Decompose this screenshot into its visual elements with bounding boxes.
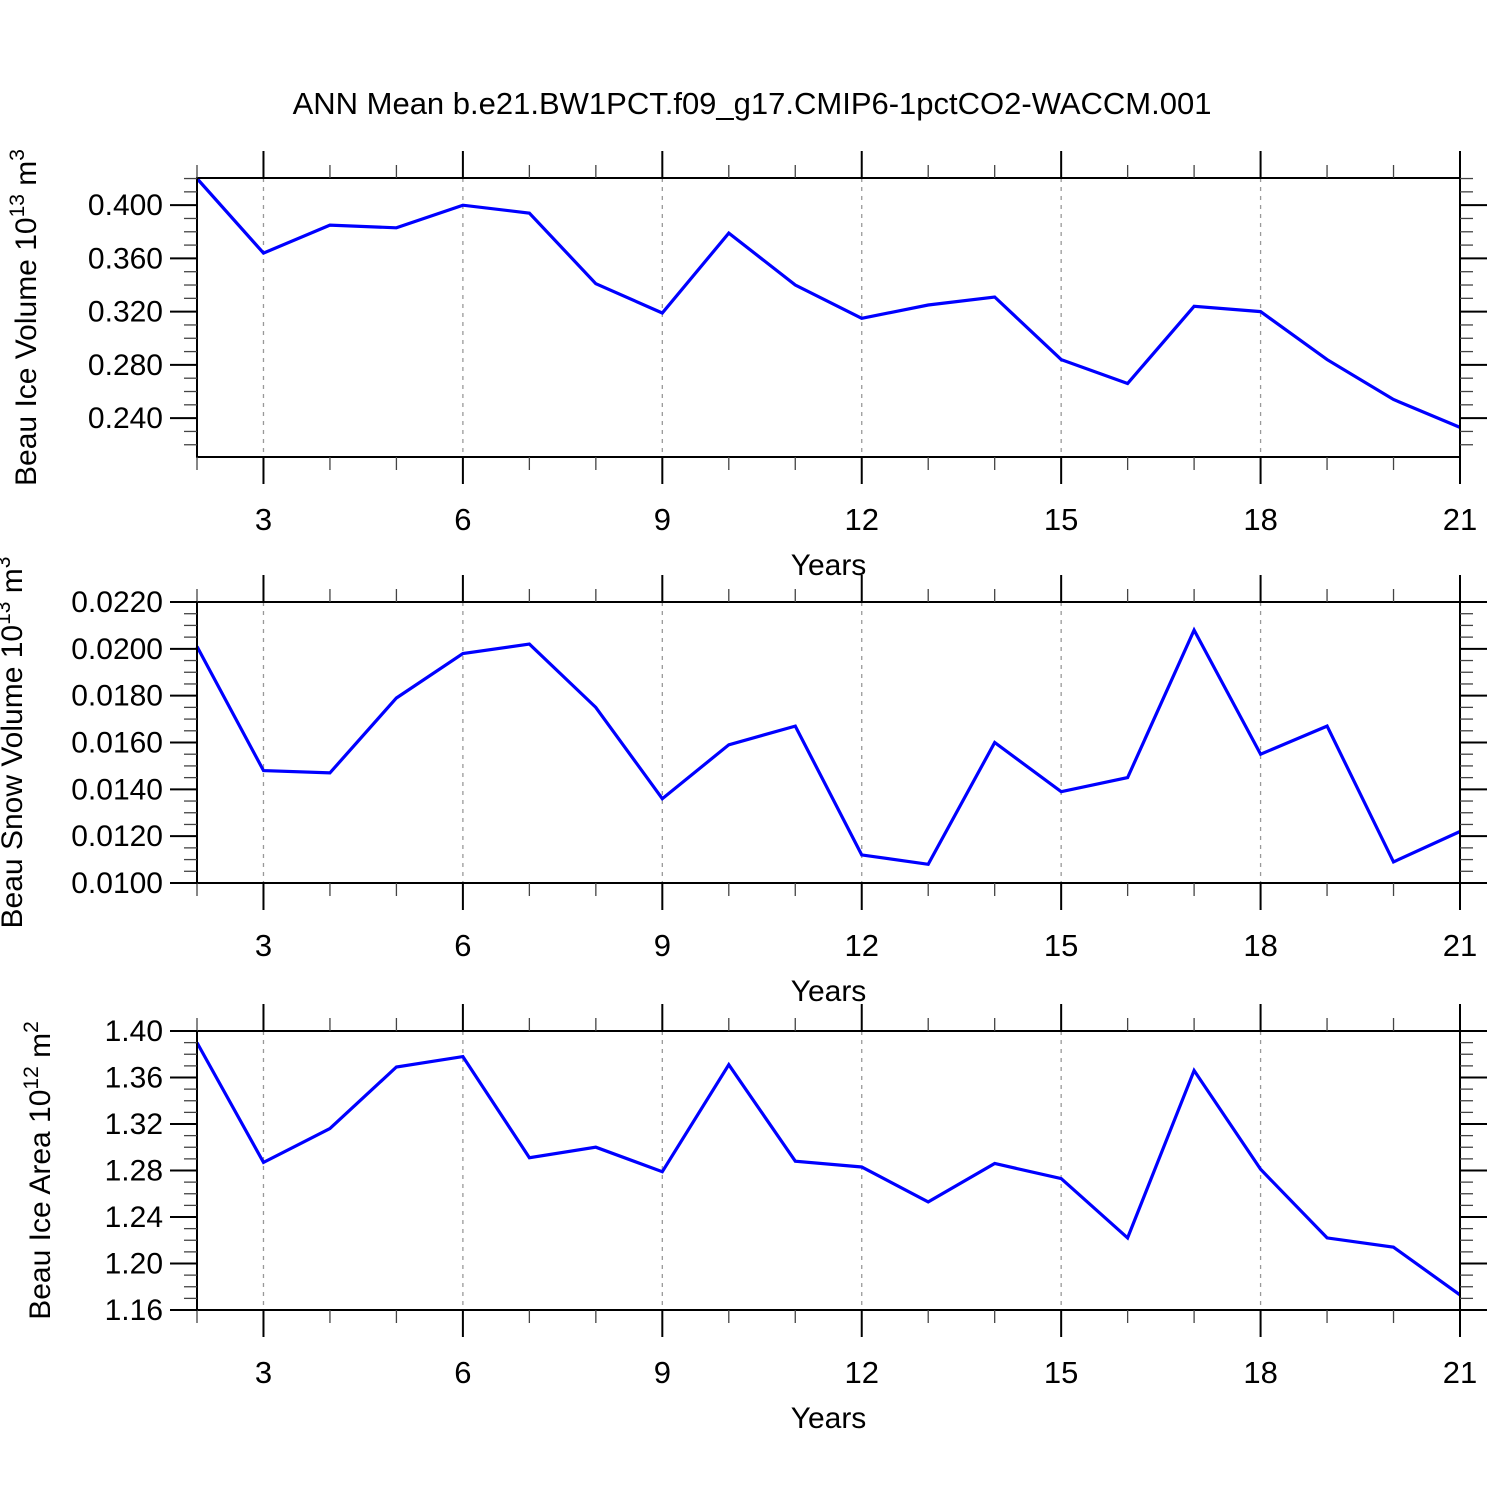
x-tick-label: 3 (255, 928, 272, 963)
x-axis-title: Years (791, 549, 867, 582)
x-tick-label: 6 (454, 928, 471, 963)
y-tick-label: 0.400 (88, 189, 163, 222)
plot-frame (196, 1030, 1461, 1311)
plot-frame (196, 601, 1461, 884)
x-tick-label: 15 (1044, 1355, 1078, 1390)
x-tick-label: 6 (454, 1355, 471, 1390)
y-axis-title: Beau Ice Volume 1013 m3 (6, 149, 43, 486)
x-tick-label: 21 (1443, 1355, 1477, 1390)
x-tick-label: 9 (654, 928, 671, 963)
y-tick-label: 0.240 (88, 402, 163, 435)
y-tick-label: 0.0140 (71, 773, 163, 806)
x-axis: 3 6 9 12 15 18 21 Years (196, 575, 1477, 1008)
y-tick-label: 1.16 (105, 1294, 163, 1327)
line-series (195, 177, 1461, 429)
x-tick-label: 3 (255, 1355, 272, 1390)
y-tick-label: 0.0180 (71, 680, 163, 713)
y-axis: 0.0100 0.0120 0.0140 0.0160 0.0180 0.0200 0.02… (0, 557, 1487, 929)
gridlines (262, 602, 1262, 883)
y-tick-label: 0.0200 (71, 633, 163, 666)
y-axis-title: Beau Snow Volume 1013 m3 (0, 557, 29, 929)
x-tick-label: 6 (454, 502, 471, 537)
x-tick-label: 18 (1243, 502, 1277, 537)
y-axis: 0.240 0.280 0.320 0.360 0.400 Beau Ice Volume… (6, 149, 1487, 486)
x-axis: 3 6 9 12 15 18 21 Years (196, 1004, 1477, 1435)
y-tick-label: 0.320 (88, 296, 163, 329)
plot-title: ANN Mean b.e21.BW1PCT.f09_g17.CMIP6-1pct… (292, 86, 1212, 121)
x-tick-label: 21 (1443, 502, 1477, 537)
line-series (195, 626, 1461, 867)
y-tick-label: 0.360 (88, 242, 163, 275)
y-tick-label: 0.0160 (71, 727, 163, 760)
y-axis: 1.16 1.20 1.24 1.28 1.32 1.36 1.40 Beau Ice Are… (20, 1015, 1487, 1327)
x-tick-label: 3 (255, 502, 272, 537)
x-tick-label: 18 (1243, 1355, 1277, 1390)
x-tick-label: 21 (1443, 928, 1477, 963)
plot-frame (196, 177, 1461, 458)
x-axis-title: Years (791, 1402, 867, 1435)
y-axis-title: Beau Ice Area 1012 m2 (20, 1021, 57, 1320)
y-tick-label: 0.280 (88, 349, 163, 382)
chart-panel-3: 3 6 9 12 15 18 21 Years 1.16 1.20 1.24 1.28 1.32 1.36… (20, 1004, 1487, 1435)
y-tick-label: 1.28 (105, 1155, 163, 1188)
gridlines (262, 1031, 1262, 1310)
x-tick-label: 9 (654, 1355, 671, 1390)
y-tick-label: 0.0220 (71, 586, 163, 619)
x-tick-label: 18 (1243, 928, 1277, 963)
chart-panel-2: 3 6 9 12 15 18 21 Years 0.0100 0.0120 0.0140 0.0160… (0, 557, 1487, 1008)
y-tick-label: 0.0100 (71, 867, 163, 900)
chart-panel-1: 3 6 9 12 15 18 21 Years 0.240 0.280 0.320 0.360 0.40… (6, 149, 1487, 582)
y-tick-label: 1.36 (105, 1062, 163, 1095)
gridlines (262, 178, 1262, 457)
x-tick-label: 12 (844, 502, 878, 537)
x-tick-label: 15 (1044, 928, 1078, 963)
x-tick-label: 12 (844, 1355, 878, 1390)
line-series (195, 1041, 1461, 1297)
x-tick-label: 12 (844, 928, 878, 963)
y-tick-label: 1.24 (105, 1201, 163, 1234)
y-tick-label: 0.0120 (71, 820, 163, 853)
x-tick-label: 9 (654, 502, 671, 537)
x-axis-title: Years (791, 975, 867, 1008)
y-tick-label: 1.40 (105, 1015, 163, 1048)
y-tick-label: 1.32 (105, 1108, 163, 1141)
x-axis: 3 6 9 12 15 18 21 Years (196, 151, 1477, 582)
x-tick-label: 15 (1044, 502, 1078, 537)
y-tick-label: 1.20 (105, 1248, 163, 1281)
